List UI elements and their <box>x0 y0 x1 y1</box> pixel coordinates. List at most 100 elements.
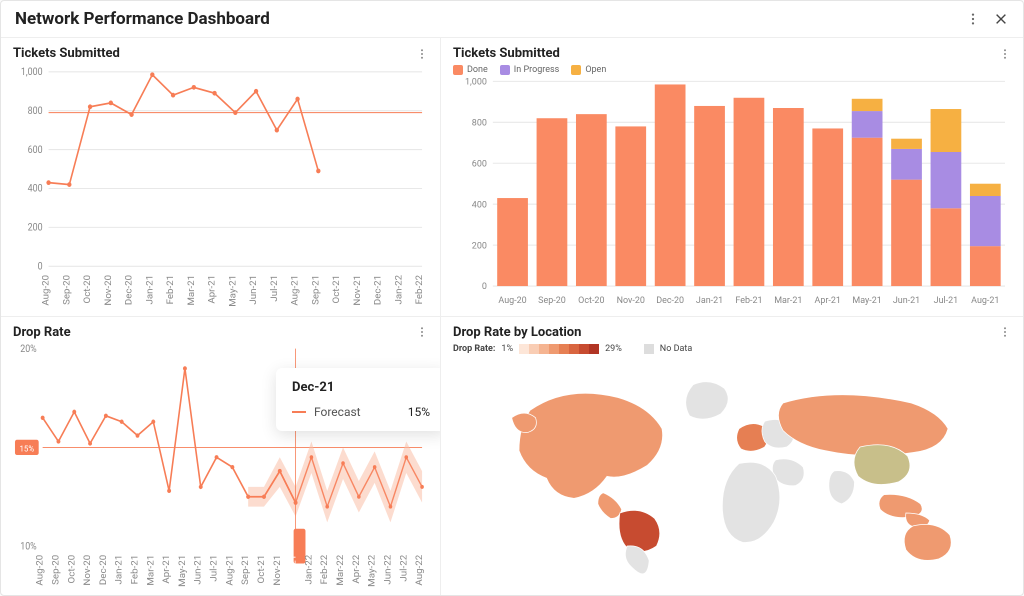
svg-text:0: 0 <box>482 281 487 292</box>
svg-text:Mar-21: Mar-21 <box>774 295 802 306</box>
svg-text:Oct-20: Oct-20 <box>578 295 604 306</box>
dashboard-header: Network Performance Dashboard <box>1 1 1023 38</box>
svg-text:Feb-22: Feb-22 <box>414 275 424 304</box>
legend-item[interactable]: Open <box>571 65 606 75</box>
line-chart: 02004006008001,000Aug-20Sep-20Oct-20Nov-… <box>13 61 428 310</box>
kebab-menu-icon[interactable] <box>999 48 1011 60</box>
svg-text:200: 200 <box>472 240 487 251</box>
map-legend-label: Drop Rate: <box>453 344 495 354</box>
svg-text:Mar-21: Mar-21 <box>186 275 196 306</box>
svg-text:May-21: May-21 <box>228 275 238 307</box>
tooltip-series-label: Forecast <box>314 405 361 419</box>
svg-text:Aug-22: Aug-22 <box>414 554 424 585</box>
svg-text:Dec-21: Dec-21 <box>373 275 383 305</box>
panel-header: Drop Rate <box>13 325 428 340</box>
kebab-menu-icon[interactable] <box>416 326 428 338</box>
bar-legend: Done In Progress Open <box>453 65 1011 75</box>
panel-title: Tickets Submitted <box>453 46 999 61</box>
svg-text:Mar-21: Mar-21 <box>146 554 156 585</box>
svg-text:Sep-20: Sep-20 <box>51 554 61 584</box>
world-map[interactable] <box>453 354 1011 590</box>
svg-text:Jun-21: Jun-21 <box>893 295 920 306</box>
svg-text:1,000: 1,000 <box>21 67 43 78</box>
svg-text:Jul-21: Jul-21 <box>934 295 959 306</box>
kebab-menu-icon[interactable] <box>965 11 981 27</box>
map-legend-max: 29% <box>605 344 622 354</box>
svg-text:Jun-21: Jun-21 <box>193 554 203 584</box>
tooltip-value: 15% <box>408 405 430 419</box>
svg-text:600: 600 <box>472 158 487 169</box>
svg-text:Feb-21: Feb-21 <box>735 295 762 306</box>
tooltip-row: Forecast 15% <box>292 405 430 419</box>
panel-title: Drop Rate by Location <box>453 325 999 340</box>
ramp-step-icon <box>529 344 539 354</box>
ramp-step-icon <box>539 344 549 354</box>
svg-text:Nov-21: Nov-21 <box>352 275 362 306</box>
panel-title: Tickets Submitted <box>13 46 416 61</box>
svg-text:Sep-20: Sep-20 <box>538 295 566 306</box>
svg-text:800: 800 <box>472 117 487 128</box>
svg-text:Jan-21: Jan-21 <box>145 275 155 305</box>
ramp-step-icon <box>589 344 599 354</box>
ramp-step-icon <box>569 344 579 354</box>
series-swatch-icon <box>292 411 306 413</box>
legend-item[interactable]: Done <box>453 65 488 75</box>
map-legend-nodata: No Data <box>660 344 692 354</box>
svg-text:Apr-22: Apr-22 <box>351 554 361 583</box>
panel-header: Drop Rate by Location <box>453 325 1011 340</box>
panel-tickets-line: Tickets Submitted 02004006008001,000Aug-… <box>1 38 441 317</box>
dashboard-grid: Tickets Submitted 0 200 400 600 800 1,000 Aug-… <box>1 38 1023 595</box>
svg-text:Jun-22: Jun-22 <box>383 554 393 584</box>
svg-text:May-22: May-22 <box>367 554 377 586</box>
close-icon[interactable] <box>993 11 1009 27</box>
bar-chart: 02004006008001,000Aug-20Sep-20Oct-20Nov-… <box>453 75 1011 310</box>
svg-text:Jan-22: Jan-22 <box>394 275 404 305</box>
svg-text:Apr-21: Apr-21 <box>207 275 217 304</box>
panel-tickets-bar: Tickets Submitted Done In Progress Open 0 2… <box>441 38 1023 317</box>
legend-label: Done <box>467 65 488 75</box>
svg-text:20%: 20% <box>20 343 37 355</box>
kebab-menu-icon[interactable] <box>416 48 428 60</box>
svg-text:May-21: May-21 <box>177 554 187 586</box>
svg-text:1,000: 1,000 <box>465 76 487 87</box>
svg-text:Apr-21: Apr-21 <box>815 295 841 306</box>
drop-rate-chart: 10%20%15%Aug-20Sep-20Oct-20Nov-20Dec-20J… <box>13 340 428 590</box>
svg-text:Jul-22: Jul-22 <box>399 554 409 581</box>
svg-text:Oct-21: Oct-21 <box>256 554 266 583</box>
svg-text:Feb-21: Feb-21 <box>165 275 175 304</box>
forecast-tooltip: Dec-21 Forecast 15% <box>276 368 441 431</box>
ramp-step-icon <box>519 344 529 354</box>
svg-text:Jul-21: Jul-21 <box>269 275 279 302</box>
tooltip-title: Dec-21 <box>292 380 430 395</box>
svg-text:Aug-20: Aug-20 <box>41 275 51 306</box>
map-legend-ramp <box>519 344 599 354</box>
legend-label: In Progress <box>514 65 560 75</box>
svg-text:Apr-21: Apr-21 <box>162 554 172 583</box>
svg-text:400: 400 <box>472 199 487 210</box>
svg-text:Aug-21: Aug-21 <box>290 275 300 306</box>
svg-text:Aug-21: Aug-21 <box>225 554 235 585</box>
svg-text:Nov-20: Nov-20 <box>103 275 113 306</box>
legend-swatch-icon <box>571 65 581 75</box>
svg-text:Dec-20: Dec-20 <box>124 275 134 305</box>
svg-text:200: 200 <box>28 222 43 233</box>
legend-swatch-icon <box>453 65 463 75</box>
svg-text:Sep-20: Sep-20 <box>62 275 72 305</box>
map-legend: Drop Rate: 1% 29% No Data <box>453 344 1011 354</box>
svg-text:Jun-21: Jun-21 <box>248 275 258 305</box>
svg-text:Nov-21: Nov-21 <box>272 554 282 585</box>
svg-text:Jan-21: Jan-21 <box>114 554 124 584</box>
svg-text:800: 800 <box>28 106 43 117</box>
legend-label: Open <box>585 65 606 75</box>
svg-text:May-21: May-21 <box>852 295 881 306</box>
kebab-menu-icon[interactable] <box>999 326 1011 338</box>
legend-item[interactable]: In Progress <box>500 65 560 75</box>
svg-text:10%: 10% <box>20 540 37 552</box>
svg-text:Aug-20: Aug-20 <box>498 295 526 306</box>
svg-text:Sep-21: Sep-21 <box>241 554 251 584</box>
svg-text:Dec-20: Dec-20 <box>656 295 684 306</box>
dashboard-root: Network Performance Dashboard Tickets Su… <box>0 0 1024 596</box>
panel-drop-rate: Drop Rate 10%20%15%Aug-20Sep-20Oct-20Nov… <box>1 317 441 596</box>
ramp-step-icon <box>579 344 589 354</box>
svg-text:Oct-20: Oct-20 <box>67 554 77 583</box>
